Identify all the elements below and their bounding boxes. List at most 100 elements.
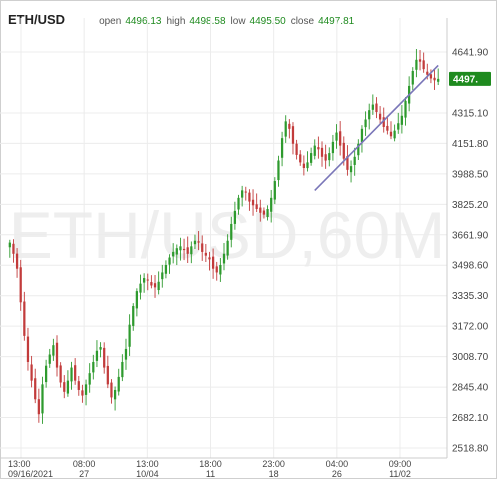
candle-body	[208, 257, 211, 260]
candle-body	[382, 117, 385, 127]
x-tick-date: 26	[332, 469, 342, 479]
last-price-marker: 4497.	[449, 71, 491, 86]
candle-body	[92, 361, 95, 373]
candle-body	[124, 348, 128, 360]
candle-body	[230, 223, 233, 240]
candle-body	[288, 123, 291, 129]
candle-body	[302, 163, 305, 168]
candle-body	[88, 373, 91, 385]
candle-body	[251, 199, 255, 206]
candle-body	[190, 246, 193, 255]
candle-body	[320, 147, 324, 157]
candle-body	[433, 77, 436, 81]
candle-body	[197, 241, 200, 243]
candle-body	[48, 354, 51, 364]
candle-body	[193, 240, 197, 245]
candle-body	[259, 207, 262, 213]
candle-body	[342, 142, 345, 159]
y-tick-label: 3988.50	[452, 169, 489, 180]
candle-body	[113, 389, 117, 400]
candle-body	[255, 204, 258, 210]
candle-body	[393, 130, 396, 139]
candle-body	[26, 336, 30, 362]
candle-body	[437, 78, 440, 82]
candle-body	[364, 119, 367, 128]
candle-body	[422, 60, 425, 70]
candle-body	[30, 364, 33, 381]
candle-body	[237, 197, 240, 210]
candle-body	[346, 156, 349, 170]
y-tick-label: 4641.90	[452, 48, 489, 59]
candle-body	[164, 264, 168, 274]
x-tick-date: 11	[206, 469, 215, 479]
candle-body	[241, 190, 244, 198]
y-tick-label: 2518.80	[452, 444, 489, 455]
last-price-label: 4497.	[453, 74, 478, 85]
candle-body	[386, 125, 389, 131]
candle-body	[70, 367, 73, 382]
low-value: 4495.50	[249, 16, 286, 27]
candle-body	[41, 384, 44, 414]
time-axis: 13:0009/16/202108:002713:0010/0418:00112…	[8, 459, 411, 479]
candle-body	[328, 153, 331, 161]
candle-body	[378, 113, 382, 120]
last-price-badge	[449, 71, 491, 86]
close-value: 4497.81	[318, 16, 355, 27]
candle-body	[55, 342, 59, 368]
candle-body	[8, 242, 11, 248]
x-tick-date: 09/16/2021	[8, 469, 53, 479]
y-tick-label: 3172.00	[452, 322, 489, 333]
candle-body	[52, 345, 55, 356]
candle-body	[201, 243, 204, 252]
candle-body	[310, 153, 313, 163]
y-tick-label: 3498.60	[452, 261, 489, 272]
candle-body	[135, 291, 138, 309]
candle-body	[248, 192, 251, 202]
candle-body	[84, 384, 88, 395]
candle-body	[291, 126, 295, 144]
trendline[interactable]	[314, 64, 439, 191]
candle-body	[175, 248, 178, 255]
candle-body	[284, 121, 287, 137]
candle-body	[161, 272, 164, 280]
y-tick-label: 3008.70	[452, 352, 489, 363]
candle-body	[143, 278, 146, 283]
candle-body	[139, 283, 142, 293]
candle-body	[215, 266, 218, 273]
candles	[8, 49, 440, 424]
candle-body	[295, 143, 298, 155]
candle-body	[400, 115, 404, 125]
candle-body	[121, 361, 124, 378]
candle-body	[335, 132, 338, 141]
candle-body	[168, 257, 171, 265]
candle-body	[353, 156, 356, 165]
candle-body	[211, 256, 215, 269]
candle-body	[368, 110, 371, 120]
candle-body	[233, 210, 237, 224]
x-tick-date: 10/04	[136, 469, 159, 479]
candle-body	[106, 365, 109, 385]
candle-body	[357, 143, 360, 156]
candle-body	[37, 399, 40, 415]
candle-body	[103, 347, 106, 368]
candle-body	[360, 128, 364, 143]
candle-body	[270, 197, 273, 212]
x-tick-time: 08:00	[73, 459, 96, 469]
candle-body	[222, 253, 226, 264]
candle-body	[277, 160, 280, 181]
candle-body	[262, 210, 266, 215]
candle-body	[77, 381, 80, 390]
candle-body	[273, 181, 276, 200]
candle-body	[74, 365, 77, 381]
y-tick-label: 2845.40	[452, 383, 489, 394]
high-label: high	[166, 16, 186, 27]
candle-body	[19, 267, 22, 303]
candle-body	[313, 145, 316, 156]
x-tick-date: 11/02	[389, 469, 411, 479]
candle-body	[81, 390, 84, 396]
candle-body	[117, 376, 120, 392]
candle-body	[339, 131, 342, 146]
candle-body	[95, 350, 99, 361]
y-tick-label: 4151.80	[452, 139, 489, 150]
